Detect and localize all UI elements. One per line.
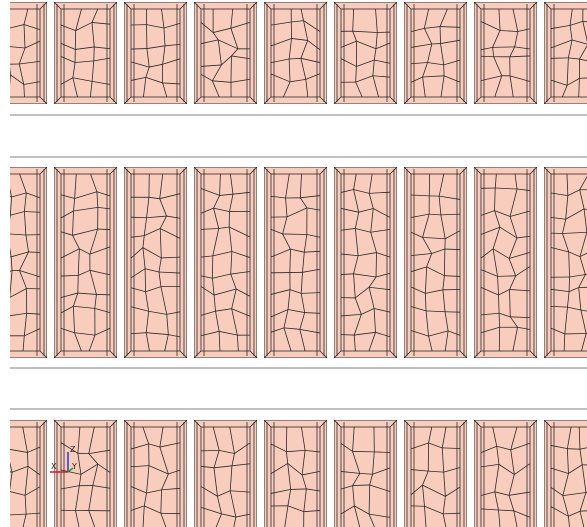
panel-face bbox=[194, 2, 257, 104]
mesh-panel bbox=[0, 167, 47, 358]
mesh-edge bbox=[0, 491, 9, 495]
mesh-edge bbox=[0, 512, 7, 515]
panel-face bbox=[404, 2, 467, 104]
mesh-panel bbox=[194, 167, 257, 358]
mesh-edge bbox=[131, 217, 147, 218]
page: Z X Y (() => { const data = JSON.parse(d… bbox=[0, 0, 587, 527]
mesh-edge bbox=[498, 276, 516, 277]
mesh-edge bbox=[567, 449, 580, 450]
y-label: Y bbox=[71, 462, 77, 471]
mesh-panel bbox=[54, 420, 117, 527]
mesh-panel bbox=[404, 420, 467, 527]
mesh-edge bbox=[440, 27, 441, 44]
mesh-edge bbox=[201, 450, 219, 451]
mesh-edge bbox=[4, 29, 7, 46]
mesh-panel bbox=[544, 420, 587, 527]
mesh-edge bbox=[3, 317, 6, 336]
mesh-panel bbox=[0, 2, 47, 104]
mesh-edge bbox=[0, 190, 12, 197]
mesh-panel bbox=[194, 420, 257, 527]
mesh-panel bbox=[404, 167, 467, 358]
mesh-edge bbox=[0, 255, 11, 256]
mesh-panel bbox=[334, 420, 397, 527]
panel-face bbox=[474, 2, 537, 104]
mesh-panel bbox=[544, 2, 587, 104]
mesh-edge bbox=[0, 332, 7, 336]
x-label: X bbox=[51, 462, 57, 471]
mesh-panel bbox=[334, 167, 397, 358]
mesh-panel bbox=[124, 167, 187, 358]
mesh-panel bbox=[124, 2, 187, 104]
mesh-edge bbox=[0, 60, 9, 64]
mesh-panel bbox=[404, 2, 467, 104]
mesh-panel bbox=[264, 420, 327, 527]
mesh-edge bbox=[445, 249, 460, 250]
panel-face bbox=[474, 420, 537, 527]
mesh-edge bbox=[0, 24, 4, 29]
mesh-edge bbox=[0, 215, 10, 219]
panel-face bbox=[124, 167, 187, 358]
mesh-panel bbox=[54, 167, 117, 358]
mesh-edge bbox=[7, 491, 10, 515]
z-label: Z bbox=[70, 445, 76, 454]
mesh-edge bbox=[0, 75, 10, 85]
mesh-edge bbox=[0, 315, 3, 316]
panel-face bbox=[264, 2, 327, 104]
mesh-panel bbox=[474, 167, 537, 358]
panels bbox=[0, 2, 587, 527]
mesh-edge bbox=[0, 295, 10, 298]
mesh-panel bbox=[264, 2, 327, 104]
mesh-panel bbox=[124, 420, 187, 527]
mesh-edge bbox=[131, 49, 147, 50]
mesh-panel bbox=[264, 167, 327, 358]
mesh-panel bbox=[0, 420, 47, 527]
mesh-panel bbox=[54, 2, 117, 104]
mesh-edge bbox=[2, 9, 4, 29]
mesh-edge bbox=[481, 56, 494, 57]
panel-face bbox=[124, 2, 187, 104]
mesh-edge bbox=[0, 233, 7, 234]
mesh-edge bbox=[8, 46, 10, 64]
mesh-edge bbox=[6, 427, 7, 449]
panel-face bbox=[334, 167, 397, 358]
panel-face bbox=[194, 420, 257, 527]
viewport: Z X Y bbox=[0, 0, 587, 527]
mesh-edge bbox=[444, 249, 445, 276]
mesh-edge bbox=[7, 215, 10, 234]
panel-face bbox=[334, 2, 397, 104]
mesh-edge bbox=[0, 46, 8, 47]
panel-face bbox=[54, 2, 117, 104]
mesh-panel bbox=[544, 167, 587, 358]
mesh-edge bbox=[2, 515, 6, 527]
mesh-panel bbox=[474, 2, 537, 104]
mesh-edge bbox=[3, 297, 9, 316]
mesh-edge bbox=[7, 336, 9, 351]
mesh-panel bbox=[194, 2, 257, 104]
panel-face bbox=[194, 167, 257, 358]
mesh-panel bbox=[474, 420, 537, 527]
mesh-panel bbox=[334, 2, 397, 104]
